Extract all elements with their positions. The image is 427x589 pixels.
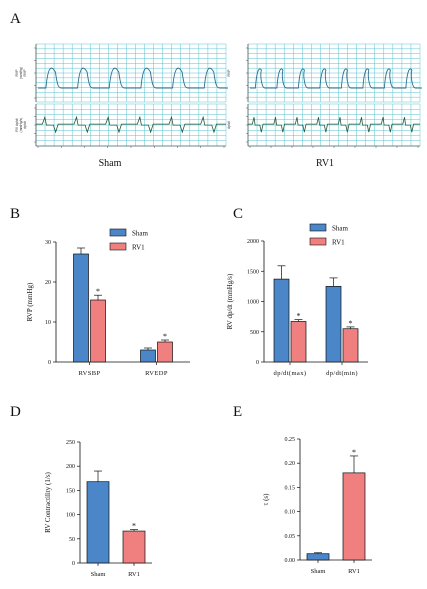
bar-sham xyxy=(73,253,89,363)
y-axis-label: RV dp/dt (mmHg/s) xyxy=(226,273,234,329)
bar-sham xyxy=(273,278,290,363)
y-tick-label: 0 xyxy=(72,561,75,567)
panel-label-b: B xyxy=(10,206,20,222)
y-tick-label: 200 xyxy=(66,464,75,470)
dpdt-trace xyxy=(36,115,226,134)
y-tick-label: 1500 xyxy=(247,269,259,275)
y-tick-label: 2000 xyxy=(247,239,259,245)
bar-rv1 xyxy=(342,472,366,561)
y-tick-label: 0.20 xyxy=(285,461,296,467)
y-tick-label: 10 xyxy=(45,320,51,326)
panel-label-e: E xyxy=(233,404,242,420)
rvp-trace xyxy=(250,68,422,89)
chart-c: 0 500 1000 1500 2000 RV dp/dt (mmHg/s) * dp/dt(… xyxy=(226,223,368,377)
y-axis-label: RVP (mmHg) xyxy=(26,282,34,321)
legend-swatch xyxy=(109,228,127,237)
y-tick-label: 250 xyxy=(66,440,75,446)
x-tick-label: RVEDP xyxy=(145,370,168,377)
trace-ylabel-top: (mmHg) xyxy=(19,67,23,79)
legend-swatch xyxy=(309,223,327,232)
rvp-trace xyxy=(38,67,228,89)
x-tick-label: RV1 xyxy=(348,568,360,575)
trace-ylabel-bottom: (mmHg/s) xyxy=(19,118,23,133)
bar-rv1 xyxy=(90,299,106,363)
x-tick-label: RVSBP xyxy=(78,370,100,377)
x-tick-label: Sham xyxy=(311,568,326,575)
y-tick-label: 150 xyxy=(66,488,75,494)
y-tick-label: 0.05 xyxy=(285,534,296,540)
trace-caption-sham: Sham xyxy=(99,158,122,169)
bar-rv1 xyxy=(290,321,307,363)
trace-ylabel-bottom: RV dp/dt xyxy=(15,118,19,131)
legend-label: RV1 xyxy=(132,244,145,252)
trace-ylabel-bottom: dp/dt xyxy=(227,121,231,129)
x-tick-label: RV1 xyxy=(128,571,140,578)
significance-mark: * xyxy=(132,522,136,531)
panel-label-c: C xyxy=(233,206,243,222)
chart-e: 0.00 0.05 0.10 0.15 0.20 0.25 τ (s) Sham * RV1 xyxy=(262,437,372,575)
y-tick-label: 1000 xyxy=(247,300,259,306)
legend-swatch xyxy=(309,237,327,246)
x-tick-label: Sham xyxy=(91,571,106,578)
chart-d: 0 50 100 150 200 250 RV Contractility (1/s) Sha… xyxy=(44,440,152,578)
significance-mark: * xyxy=(352,448,356,457)
y-tick-label: 0.00 xyxy=(285,558,296,564)
trace-ylabel-top: RVP xyxy=(227,69,231,77)
panel-label-a: A xyxy=(10,11,21,27)
x-tick-label: dp/dt(max) xyxy=(274,370,307,377)
dpdt-trace xyxy=(248,117,420,133)
legend-label: Sham xyxy=(132,230,149,238)
trace-ylabel-top: RVP xyxy=(23,69,27,77)
x-tick-label: dp/dt(min) xyxy=(326,370,358,377)
y-tick-label: 50 xyxy=(69,537,75,543)
y-axis-label: τ (s) xyxy=(262,493,270,506)
bar-sham xyxy=(86,481,110,564)
y-tick-label: 0.10 xyxy=(285,510,296,516)
bar-sham xyxy=(140,349,156,363)
trace-caption-rv1: RV1 xyxy=(316,158,334,169)
bar-rv1 xyxy=(122,530,146,564)
legend-label: RV1 xyxy=(332,239,345,247)
legend-label: Sham xyxy=(332,225,349,233)
y-tick-label: 0 xyxy=(256,360,259,366)
significance-mark: * xyxy=(96,287,100,296)
y-tick-label: 0.25 xyxy=(285,437,296,443)
bar-rv1 xyxy=(342,328,359,363)
bar-sham xyxy=(306,553,330,561)
trace-group-rv1: RVP dp/dt xyxy=(227,43,422,148)
y-tick-label: 100 xyxy=(66,513,75,519)
y-tick-label: 30 xyxy=(45,240,51,246)
trace-ylabel-bottom: dp/dt xyxy=(23,121,27,129)
y-tick-label: 500 xyxy=(250,330,259,336)
bar-rv1 xyxy=(157,341,173,363)
y-axis-label: RV Contractility (1/s) xyxy=(44,471,52,532)
significance-mark: * xyxy=(349,319,353,328)
y-tick-label: 0.15 xyxy=(285,485,296,491)
significance-mark: * xyxy=(297,312,301,321)
panel-label-d: D xyxy=(10,404,21,420)
legend-swatch xyxy=(109,242,127,251)
y-tick-label: 0 xyxy=(48,360,51,366)
trace-ylabel-top: RVP xyxy=(15,69,19,77)
bar-sham xyxy=(325,286,342,363)
y-tick-label: 20 xyxy=(45,280,51,286)
chart-b: 0 10 20 30 RVP (mmHg) * RVSBP * RVEDP Sham RV1 xyxy=(26,228,190,377)
significance-mark: * xyxy=(163,332,167,341)
